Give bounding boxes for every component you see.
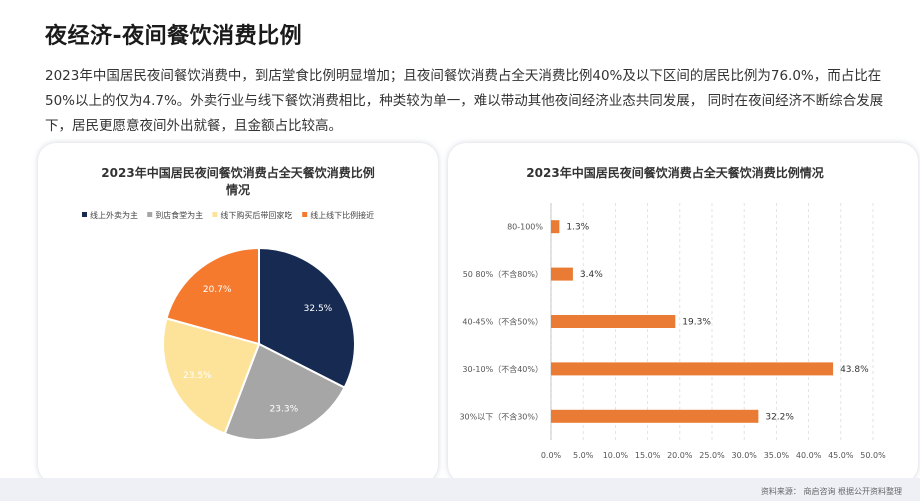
page-description: 2023年中国居民夜间餐饮消费中，到店堂食比例明显增加；且夜间餐饮消费占全天消费…: [45, 68, 884, 134]
pie-slice-label: 23.3%: [270, 405, 299, 415]
pie-legend-item: 线下购买后带回家吃: [212, 210, 292, 220]
pie-slice: [162, 317, 261, 435]
pie-legend-swatch: [82, 212, 87, 217]
bar-x-tick-label: 5.0%: [573, 451, 594, 460]
pie-legend-swatch: [212, 212, 218, 217]
bar-value-label: 3.4%: [580, 270, 603, 280]
bar-x-tick-label: 15.0%: [635, 451, 661, 460]
bar-x-tick-label: 25.0%: [699, 451, 725, 460]
bar-value-label: 43.8%: [840, 365, 869, 375]
page-title: 夜经济-夜间餐饮消费比例: [45, 24, 303, 49]
pie-slice-label: 32.5%: [304, 304, 333, 314]
footer-band: [0, 478, 920, 501]
bar-value-label: 32.2%: [765, 412, 794, 422]
bar-x-tick-label: 50.0%: [860, 451, 886, 460]
pie-slice: [258, 246, 356, 389]
bar-category-label: 80-100%: [507, 223, 543, 232]
bar-chart: 2023年中国居民夜间餐饮消费占全天餐饮消费比例情况 0.0% 5.0% 10.0% 1…: [459, 165, 886, 460]
bar-x-tick-label: 40.0%: [796, 451, 822, 460]
bar-x-tick-label: 35.0%: [764, 451, 790, 460]
bar-x-tick-label: 0.0%: [541, 451, 562, 460]
bar-title: 2023年中国居民夜间餐饮消费占全天餐饮消费比例情况: [526, 165, 823, 180]
bar-value-label: 1.3%: [566, 223, 589, 233]
pie-chart-card: 2023年中国居民夜间餐饮消费占全天餐饮消费比例 情况线上外卖为主 到店食堂为主 线下…: [38, 143, 438, 483]
pie-legend-label: 到店食堂为主: [155, 210, 203, 220]
bar-rect: [551, 267, 573, 281]
pie-legend-item: 线上外卖为主: [82, 210, 138, 220]
bar-x-tick-label: 10.0%: [603, 451, 629, 460]
bar-rect: [551, 220, 560, 234]
pie-title-line: 2023年中国居民夜间餐饮消费占全天餐饮消费比例: [101, 165, 374, 180]
pie-legend-item: 线上线下比例接近: [302, 210, 374, 220]
bar-category-label: 30-10%（不含40%）: [462, 364, 543, 374]
bar-rect: [551, 362, 834, 376]
bar-x-tick-label: 45.0%: [828, 451, 854, 460]
bar-x-tick-label: 20.0%: [667, 451, 693, 460]
bar-value-label: 19.3%: [682, 318, 711, 328]
bar-rect: [551, 409, 759, 423]
bar-chart-card: 2023年中国居民夜间餐饮消费占全天餐饮消费比例情况 0.0% 5.0% 10.0% 1…: [448, 143, 918, 483]
pie-slice-label: 23.5%: [183, 371, 212, 381]
pie-title-line: 情况: [226, 182, 250, 197]
pie-legend-swatch: [147, 212, 153, 217]
pie-slice-label: 20.7%: [203, 285, 232, 295]
bar-category-label: 30%以下（不含30%）: [459, 411, 543, 421]
pie-legend-label: 线下购买后带回家吃: [220, 210, 292, 220]
bar-category-label: 50 80%（不含80%）: [463, 269, 543, 279]
pie-legend-swatch: [302, 212, 308, 217]
pie-legend-item: 到店食堂为主: [147, 210, 203, 220]
pie-slice: [223, 342, 346, 441]
bar-x-tick-label: 30.0%: [731, 451, 757, 460]
bar-category-label: 40-45%（不含50%）: [462, 317, 543, 327]
pie-legend-label: 线上外卖为主: [90, 210, 138, 220]
source-note: 资料来源： 商启咨询 根据公开资料整理: [760, 487, 902, 496]
bar-rect: [551, 315, 676, 328]
pie-legend-label: 线上线下比例接近: [310, 210, 374, 220]
pie-slice: [165, 246, 260, 346]
